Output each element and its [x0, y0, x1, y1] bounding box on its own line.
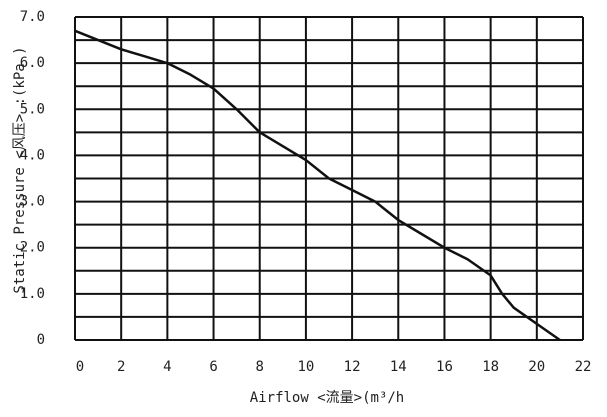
y-tick-label: 4.0: [20, 147, 45, 163]
x-tick-label: 14: [390, 359, 407, 375]
y-tick-label: 0: [37, 332, 45, 348]
y-axis-label: Static Pressure <风压> :(kPa ): [12, 46, 28, 293]
x-tick-label: 4: [163, 359, 171, 375]
x-tick-label: 20: [528, 359, 545, 375]
y-tick-label: 2.0: [20, 240, 45, 256]
y-tick-label: 3.0: [20, 194, 45, 210]
x-tick-label: 6: [209, 359, 217, 375]
y-tick-label: 5.0: [20, 101, 45, 117]
x-tick-label: 12: [344, 359, 361, 375]
x-tick-label: 18: [482, 359, 499, 375]
y-tick-label: 7.0: [20, 9, 45, 25]
x-tick-label: 0: [76, 359, 84, 375]
x-tick-label: 8: [256, 359, 264, 375]
x-tick-label: 22: [575, 359, 592, 375]
curve: [74, 29, 561, 342]
x-tick-label: 10: [297, 359, 314, 375]
x-tick-label: 16: [436, 359, 453, 375]
x-tick-label: 2: [117, 359, 125, 375]
y-tick-label: 6.0: [20, 55, 45, 71]
y-tick-label: 1.0: [20, 286, 45, 302]
x-axis-label: Airflow <流量>(m³/h: [250, 390, 404, 406]
